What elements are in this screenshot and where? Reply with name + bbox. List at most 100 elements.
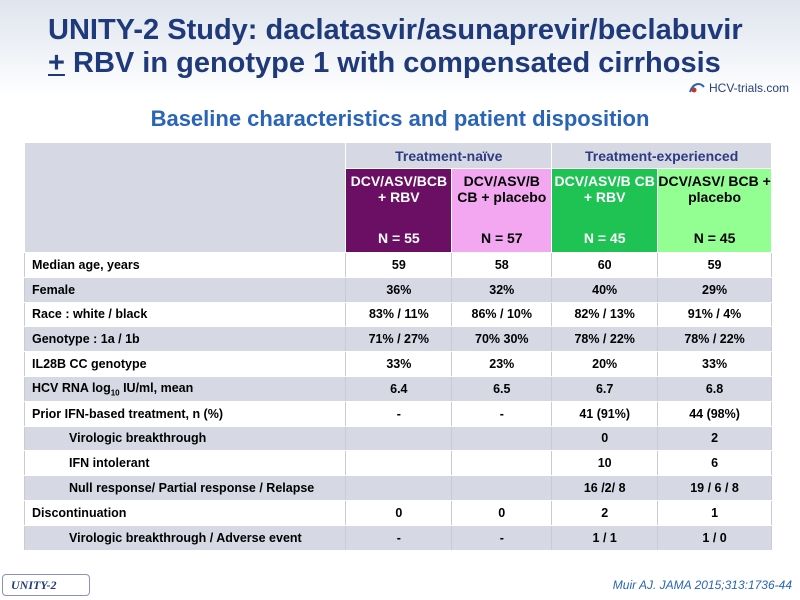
slide-subtitle: Baseline characteristics and patient dis… (150, 106, 650, 131)
row-label: Virologic breakthrough (23, 425, 347, 452)
arm-n: N = 55 (378, 230, 420, 246)
cell-value: 1 (657, 499, 772, 526)
table-row: Race : white / black 83% / 11% 86% / 10%… (23, 301, 772, 328)
cell-value: 1 / 0 (657, 524, 772, 551)
cell-value: 10 (551, 450, 659, 477)
cell-value: 44 (98%) (657, 400, 772, 427)
cell-value: 70% 30% (451, 326, 553, 353)
cell-value: - (345, 524, 453, 551)
title-line-2-text: RBV in genotype 1 with compensated cirrh… (64, 47, 721, 79)
cell-value: 29% (657, 276, 772, 303)
cell-value (345, 475, 453, 501)
arm-n: N = 45 (583, 230, 626, 246)
cell-value: - (345, 400, 453, 427)
cell-value: 1 / 1 (551, 524, 659, 551)
arm-header-3: DCV/ASV/B CB + RBV N = 45 (551, 168, 659, 253)
arm-name: DCV/ASV/B CB + placebo (457, 173, 547, 205)
cell-value: - (451, 400, 553, 427)
cell-value: 2 (551, 499, 659, 526)
table-row: Median age, years 59 58 60 59 (23, 252, 772, 278)
cell-value: 0 (551, 425, 659, 452)
cell-value: 36% (345, 276, 453, 303)
study-tag: UNITY-2 (2, 574, 90, 596)
cell-value: 6.8 (657, 375, 772, 402)
arm-header-1: DCV/ASV/BCB + RBV N = 55 (345, 168, 453, 253)
arm-header-4: DCV/ASV/ BCB + placebo N = 45 (657, 168, 772, 253)
table-row: Virologic breakthrough 0 2 (23, 425, 772, 452)
row-label: Median age, years (23, 252, 347, 278)
row-label: Prior IFN-based treatment, n (%) (23, 400, 347, 427)
table-row: IL28B CC genotype 33% 23% 20% 33% (23, 351, 772, 377)
table-row: Female 36% 32% 40% 29% (23, 276, 772, 303)
header-blank-cell (23, 142, 347, 253)
arm-header-row: DCV/ASV/BCB + RBV N = 55 DCV/ASV/B CB + … (25, 168, 772, 253)
row-label-post: IU/ml, mean (119, 380, 194, 395)
cell-value: 82% / 13% (551, 301, 659, 328)
cell-value: 16 /2/ 8 (551, 475, 659, 501)
table-row: IFN intolerant 10 6 (23, 450, 772, 477)
cell-value: 78% / 22% (657, 326, 772, 353)
hcv-trials-logo: HCV-trials.com (688, 78, 789, 98)
table-row: Virologic breakthrough / Adverse event -… (23, 524, 772, 551)
row-label: Genotype : 1a / 1b (23, 326, 347, 353)
cell-value: 19 / 6 / 8 (657, 475, 772, 501)
arm-header-2: DCV/ASV/B CB + placebo N = 57 (451, 168, 553, 253)
cell-value: 23% (451, 351, 553, 377)
cell-value: 78% / 22% (551, 326, 659, 353)
group-header-experienced: Treatment-experienced (551, 142, 772, 169)
cell-value (451, 425, 553, 452)
cell-value: 33% (657, 351, 772, 377)
row-label: HCV RNA log10 IU/ml, mean (23, 375, 347, 402)
cell-value: 40% (551, 276, 659, 303)
logo-text: HCV-trials.com (709, 81, 790, 95)
cell-value: 2 (657, 425, 772, 452)
row-label: IFN intolerant (23, 450, 347, 477)
row-label: Discontinuation (23, 499, 347, 526)
cell-value (451, 475, 553, 501)
cell-value: 6.4 (345, 375, 453, 402)
baseline-table: Treatment-naïve Treatment-experienced DC… (23, 142, 772, 551)
cell-value: 32% (451, 276, 553, 303)
citation: Muir AJ. JAMA 2015;313:1736-44 (612, 578, 792, 592)
table-row: Prior IFN-based treatment, n (%) - - 41 … (23, 400, 772, 427)
cell-value: 91% / 4% (657, 301, 772, 328)
title-line-1: UNITY-2 Study: daclatasvir/asunaprevir/b… (48, 14, 743, 46)
row-label: Virologic breakthrough / Adverse event (23, 524, 347, 551)
cell-value: 71% / 27% (345, 326, 453, 353)
row-label-pre: HCV RNA log (32, 380, 111, 395)
row-label-sub: 10 (110, 388, 120, 398)
cell-value: - (451, 524, 553, 551)
cell-value (451, 450, 553, 477)
arm-name: DCV/ASV/ BCB + placebo (658, 173, 771, 205)
slide-title: UNITY-2 Study: daclatasvir/asunaprevir/b… (48, 14, 768, 80)
cell-value: 58 (451, 252, 553, 278)
cell-value: 59 (657, 252, 772, 278)
cell-value: 86% / 10% (451, 301, 553, 328)
title-line-2: + RBV in genotype 1 with compensated cir… (48, 47, 768, 80)
group-header-row: Treatment-naïve Treatment-experienced (23, 142, 772, 253)
cell-value: 60 (551, 252, 659, 278)
group-header-naive: Treatment-naïve (345, 142, 553, 169)
cell-value: 6.5 (451, 375, 553, 402)
cell-value: 0 (451, 499, 553, 526)
arm-n: N = 57 (480, 230, 523, 246)
cell-value: 0 (345, 499, 453, 526)
cell-value (345, 425, 453, 452)
row-label: IL28B CC genotype (23, 351, 347, 377)
table-row: Discontinuation 0 0 2 1 (23, 499, 772, 526)
cell-value (345, 450, 453, 477)
cell-value: 6.7 (551, 375, 659, 402)
cell-value: 41 (91%) (551, 400, 659, 427)
cell-value: 59 (345, 252, 453, 278)
arm-n: N = 45 (693, 230, 736, 246)
arm-name: DCV/ASV/B CB + RBV (554, 173, 655, 205)
table-row: HCV RNA log10 IU/ml, mean 6.4 6.5 6.7 6.… (23, 375, 772, 402)
logo-mark-icon (689, 83, 705, 93)
row-label: Null response/ Partial response / Relaps… (23, 475, 347, 501)
row-label: Female (23, 276, 347, 303)
table-row: Genotype : 1a / 1b 71% / 27% 70% 30% 78%… (23, 326, 772, 353)
row-label: Race : white / black (23, 301, 347, 328)
title-plus: + (48, 47, 65, 79)
table-row: Null response/ Partial response / Relaps… (23, 475, 772, 501)
cell-value: 6 (657, 450, 772, 477)
